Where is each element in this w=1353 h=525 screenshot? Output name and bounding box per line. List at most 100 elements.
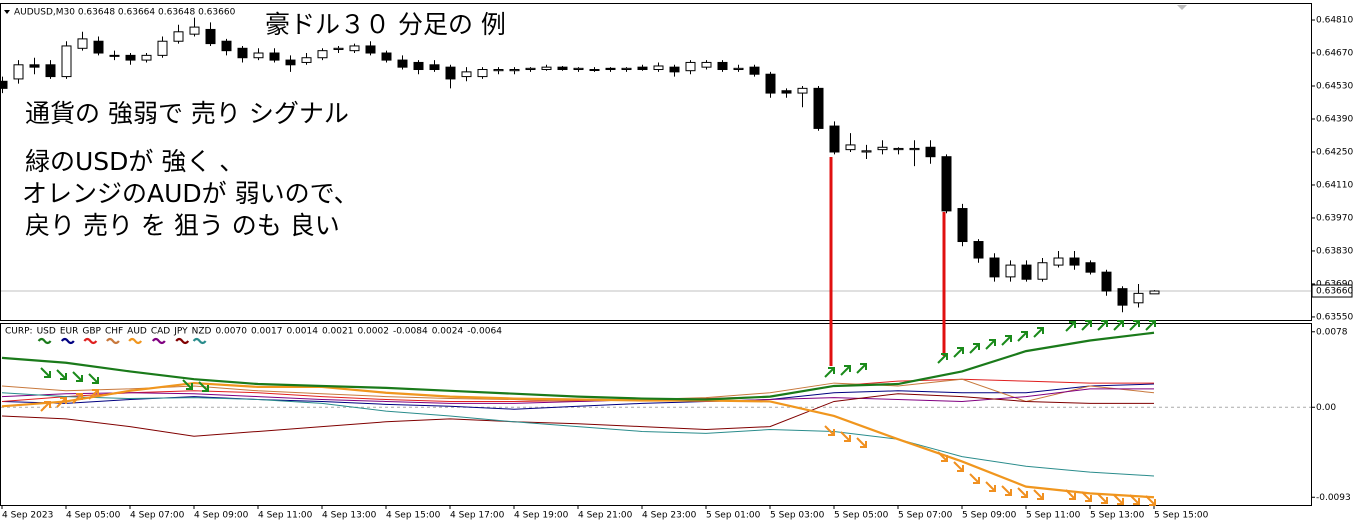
x-tick-label: 5 Sep 15:00 — [1154, 511, 1209, 521]
legend-value: 0.0070 — [215, 327, 247, 337]
signal-arrow — [182, 379, 193, 390]
legend-value: 0.0024 — [432, 327, 464, 337]
currency-line — [1, 393, 1154, 437]
candle-body — [0, 80, 8, 89]
x-tick-label: 4 Sep 05:00 — [66, 511, 121, 521]
candle-body — [1005, 264, 1016, 278]
x-tick-label: 5 Sep 07:00 — [898, 511, 953, 521]
x-tick-label: 4 Sep 21:00 — [578, 511, 633, 521]
candle-body — [237, 47, 248, 59]
x-tick-label: 4 Sep 07:00 — [130, 511, 185, 521]
candle-body — [749, 66, 760, 75]
y-tick-label: 0.0078 — [1316, 327, 1348, 337]
candle-body — [157, 40, 168, 56]
candle-body — [765, 73, 776, 94]
candle-body — [813, 87, 824, 129]
annotation: 通貨の 強弱で 売り シグナル — [25, 99, 349, 128]
symbol-menu[interactable] — [4, 10, 10, 14]
candle-body — [653, 65, 664, 71]
plot-layer: 0.64810 0.64670 0.64530 0.64390 0.64250 0.641… — [0, 16, 1353, 521]
candle-body — [525, 67, 536, 71]
candle-body — [253, 52, 264, 59]
candle-body — [621, 67, 632, 71]
candle-body — [173, 31, 184, 42]
signal-arrow — [1097, 320, 1108, 331]
candle-body — [493, 69, 504, 72]
signal-arrow — [840, 365, 851, 376]
legend-value: -0.0084 — [393, 327, 428, 337]
candle-body — [13, 64, 24, 80]
legend-swatch — [151, 337, 166, 345]
y-tick-label: -0.0093 — [1316, 493, 1351, 503]
legend-entry: EUR — [60, 327, 79, 337]
y-tick-label: 0.64250 — [1316, 147, 1353, 157]
signal-arrow — [88, 389, 99, 400]
x-tick-label: 4 Sep 23:00 — [642, 511, 697, 521]
signal-arrow — [72, 393, 83, 404]
candle-body — [397, 59, 408, 68]
candle-body — [93, 40, 104, 54]
candle-body — [461, 71, 472, 78]
signal-arrow — [56, 369, 67, 380]
x-tick-label: 4 Sep 09:00 — [194, 511, 249, 521]
signal-arrow — [840, 431, 851, 442]
signal-arrow — [937, 353, 948, 364]
candle-body — [1037, 262, 1048, 280]
signal-arrow — [40, 401, 51, 412]
x-tick-label: 5 Sep 05:00 — [834, 511, 889, 521]
candle-body — [509, 69, 520, 72]
candle-body — [893, 147, 904, 151]
candle-body — [557, 66, 568, 71]
candle-body — [333, 47, 344, 50]
candle-body — [845, 144, 856, 151]
legend-swatch — [60, 337, 75, 345]
x-tick-label: 4 Sep 15:00 — [386, 511, 441, 521]
symbol-header: AUDUSD,M30 0.63648 0.63664 0.63648 0.636… — [14, 8, 236, 18]
candle-body — [701, 61, 712, 68]
signal-arrow — [985, 339, 996, 350]
legend-swatch — [192, 337, 207, 345]
candle-body — [733, 67, 744, 71]
signal-arrow — [1001, 335, 1012, 346]
candle-body — [909, 147, 920, 151]
candle-body — [45, 64, 56, 78]
legend-swatch — [83, 337, 98, 345]
x-tick-label: 5 Sep 13:00 — [1090, 511, 1145, 521]
currency-line — [1, 381, 1155, 499]
signal-arrow — [56, 397, 67, 408]
signal-arrow — [72, 371, 83, 382]
candle-body — [1149, 290, 1160, 295]
x-tick-label: 5 Sep 09:00 — [962, 511, 1017, 521]
signal-arrow — [1081, 491, 1092, 502]
candle-body — [861, 150, 872, 153]
candle-body — [77, 38, 88, 49]
x-tick-label: 5 Sep 03:00 — [770, 511, 825, 521]
candle-body — [973, 241, 984, 259]
y-tick-label: 0.63690 — [1316, 279, 1353, 289]
annotation: 緑のUSDが 強く 、 — [25, 147, 244, 176]
y-tick-label: 0.64670 — [1316, 49, 1353, 59]
last-price-box — [1311, 284, 1353, 298]
price-panel-frame — [0, 3, 1312, 321]
candle-body — [877, 146, 888, 151]
candle-body — [541, 66, 552, 71]
candle-body — [109, 54, 120, 57]
candle-body — [205, 28, 216, 45]
annotation: オレンジのAUDが 弱いので、 — [22, 179, 359, 208]
signal-arrow — [824, 367, 835, 378]
y-tick-label: 0.64390 — [1316, 114, 1353, 124]
signal-arrow — [856, 437, 867, 448]
candle-body — [989, 257, 1000, 278]
candle-body — [221, 40, 232, 52]
signal-arrow — [1065, 489, 1076, 500]
candle-body — [829, 125, 840, 153]
signal-arrow — [1129, 494, 1140, 505]
x-tick-label: 4 Sep 13:00 — [322, 511, 377, 521]
signal-arrow — [1081, 320, 1092, 331]
candle-body — [589, 69, 600, 72]
legend-entry: NZD — [192, 327, 212, 337]
indicator-name: CURP: — [5, 327, 33, 337]
x-tick-label: 4 Sep 2023 — [2, 511, 53, 521]
candle-body — [1021, 264, 1032, 280]
